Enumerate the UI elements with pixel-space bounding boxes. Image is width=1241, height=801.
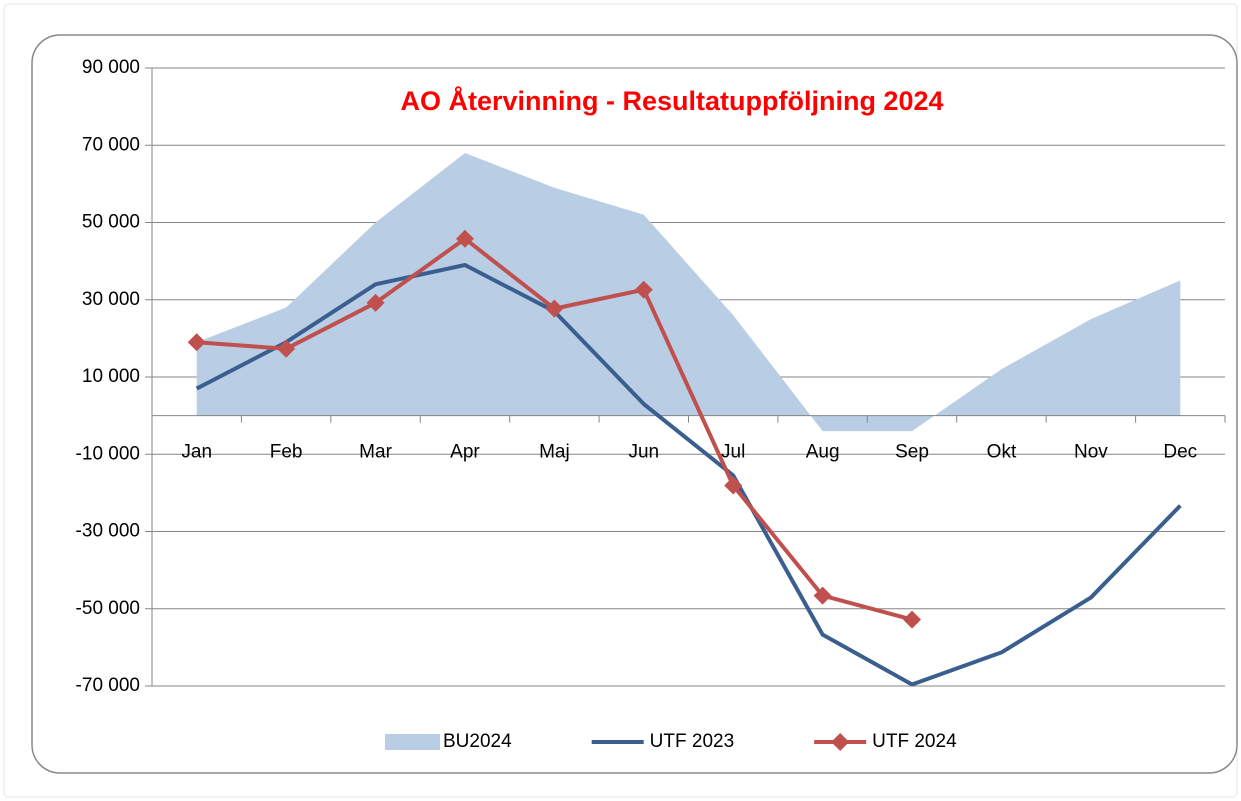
legend-swatch	[385, 734, 440, 750]
y-tick-label: -10 000	[76, 443, 140, 464]
x-tick-label: Aug	[806, 442, 840, 463]
marker	[187, 333, 206, 352]
legend-label: UTF 2023	[650, 731, 734, 752]
x-tick-label: Mar	[359, 442, 392, 463]
legend-item: BU2024	[385, 731, 512, 752]
line	[195, 262, 1182, 687]
legend-item: UTF 2023	[591, 731, 734, 752]
x-tick-label: Jun	[628, 442, 659, 463]
y-tick-label: 50 000	[82, 212, 140, 233]
x-tick-label: Apr	[450, 442, 480, 463]
y-tick-label: -30 000	[76, 521, 140, 542]
legend-item: UTF 2024	[814, 731, 957, 752]
y-tick-label: 10 000	[82, 366, 140, 387]
area	[196, 152, 1181, 432]
chart-title: AO Återvinning - Resultatuppföljning 202…	[400, 85, 943, 116]
legend-marker	[831, 733, 850, 751]
x-tick-label: Sep	[895, 442, 929, 463]
x-tick-label: Jan	[181, 442, 212, 463]
x-tick-label: Nov	[1074, 442, 1108, 463]
x-tick-label: Dec	[1163, 442, 1197, 463]
x-tick-label: Jul	[721, 442, 745, 463]
legend-label: UTF 2024	[872, 731, 957, 752]
y-tick-label: -70 000	[76, 675, 140, 696]
marker	[455, 229, 474, 248]
marker	[903, 610, 922, 629]
marker	[545, 299, 564, 318]
marker	[634, 280, 653, 299]
y-tick-label: -50 000	[76, 598, 140, 619]
x-tick-label: Feb	[270, 442, 303, 463]
x-tick-label: Okt	[987, 442, 1017, 463]
marker	[277, 339, 296, 358]
x-tick-label: Maj	[539, 442, 570, 463]
legend-label: BU2024	[443, 731, 512, 752]
y-tick-label: 90 000	[82, 57, 140, 78]
y-tick-label: 30 000	[82, 289, 140, 310]
y-tick-label: 70 000	[82, 134, 140, 155]
marker	[366, 293, 385, 312]
marker	[724, 476, 743, 495]
marker	[813, 586, 832, 605]
